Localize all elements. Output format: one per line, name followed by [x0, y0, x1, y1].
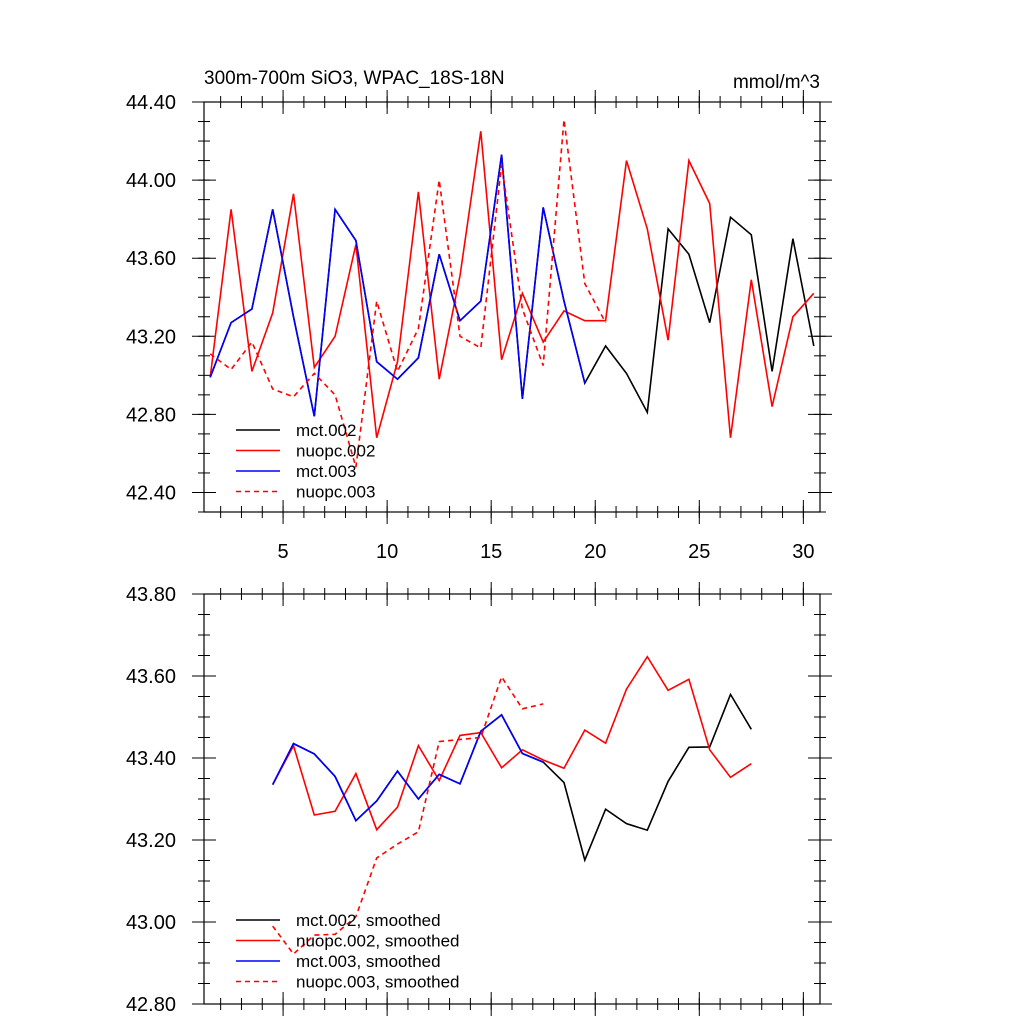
y-tick-label: 43.60 — [126, 248, 176, 270]
bottom-panel: 42.80 43.00 43.20 43.40 43.60 43.80 mct.002, s… — [126, 582, 832, 1016]
legend-entry: nuopc.002, smoothed — [296, 932, 460, 951]
y-tick-label: 42.80 — [126, 404, 176, 426]
x-tick-label: 25 — [688, 541, 710, 563]
y-tick-label: 43.80 — [126, 584, 176, 606]
x-tick-label: 20 — [584, 541, 606, 563]
legend-entry: nuopc.002 — [296, 442, 375, 461]
series-line-mct-003-smoothed — [271, 713, 544, 823]
y-tick-label: 44.40 — [126, 92, 176, 114]
x-tick-label: 15 — [480, 541, 502, 563]
series-line-nuopc-002-smoothed — [271, 655, 752, 832]
y-tick-label: 43.40 — [126, 748, 176, 770]
y-tick-label: 43.20 — [126, 326, 176, 348]
legend-entry: mct.003, smoothed — [296, 952, 441, 971]
x-tick-label: 10 — [376, 541, 398, 563]
x-tick-label: 5 — [278, 541, 289, 563]
series-line-nuopc-002 — [209, 131, 815, 439]
legend-entry: mct.003 — [296, 462, 356, 481]
y-tick-label: 43.00 — [126, 912, 176, 934]
chart-title: 300m-700m SiO3, WPAC_18S-18N — [204, 68, 505, 89]
series-line-mct-002-smoothed — [271, 692, 752, 863]
series-line-mct-003 — [209, 154, 586, 417]
legend-entry: mct.002, smoothed — [296, 911, 441, 930]
legend-entry: nuopc.003 — [296, 483, 375, 502]
legend-entry: mct.002 — [296, 421, 356, 440]
x-tick-label: 30 — [792, 541, 814, 563]
series-line-nuopc-003-smoothed — [272, 674, 544, 956]
legend-entry: nuopc.003, smoothed — [296, 973, 460, 992]
y-tick-label: 42.80 — [126, 994, 176, 1016]
top-panel: 5 10 15 20 25 30 42.40 42.80 43.20 43.60 44.00 44.4… — [126, 90, 832, 563]
y-tick-label: 43.20 — [126, 830, 176, 852]
y-tick-label: 43.60 — [126, 666, 176, 688]
y-tick-label: 44.00 — [126, 170, 176, 192]
series-line-nuopc-003 — [209, 119, 607, 468]
units-label: mmol/m^3 — [733, 72, 820, 93]
y-tick-label: 42.40 — [126, 482, 176, 504]
